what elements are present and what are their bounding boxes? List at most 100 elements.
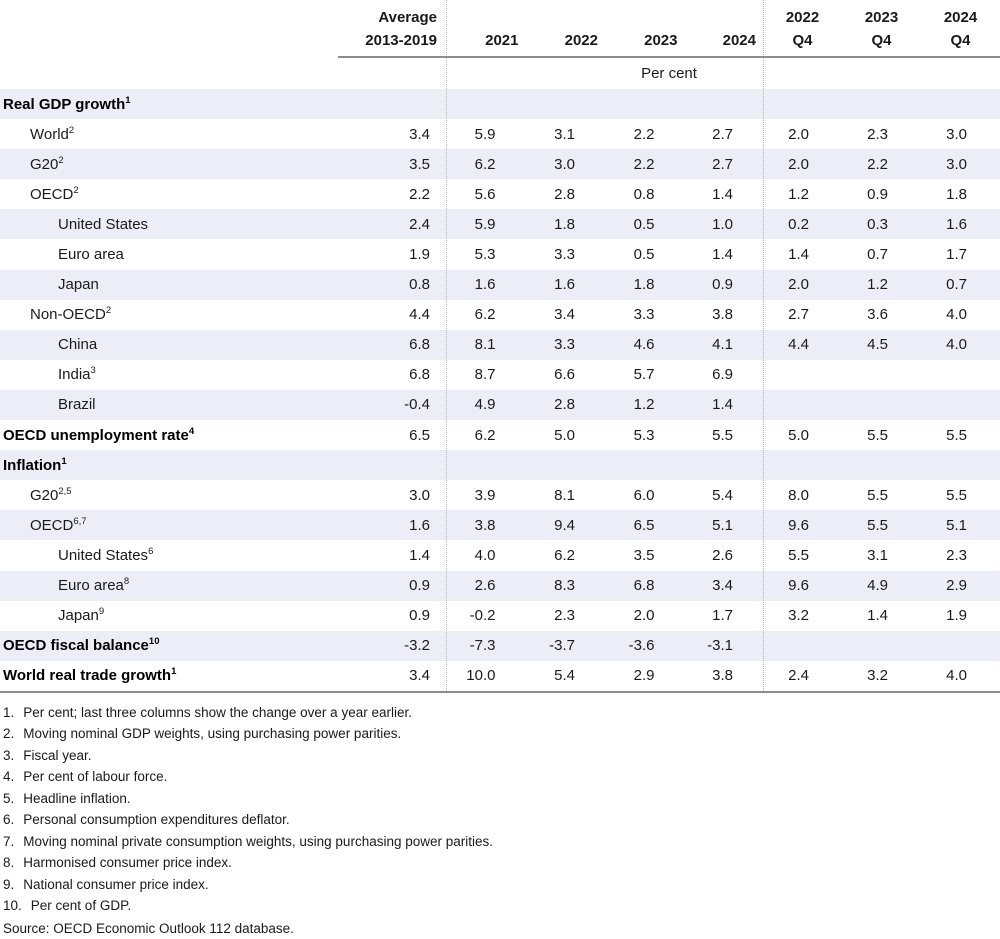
value-cell-2023: 3.5: [633, 546, 655, 564]
footnote-text: Personal consumption expenditures deflat…: [23, 812, 290, 828]
footnote-number: 10.: [3, 898, 22, 914]
value-cell-2023: 5.7: [633, 366, 655, 384]
value-cell-2022-q4: 0.2: [788, 215, 809, 233]
table-row: World real trade growth1 3.4 10.0 5.4 2.…: [0, 661, 1000, 691]
value-cell-2022: 3.3: [554, 336, 575, 354]
value-cell-2022: 1.6: [554, 276, 575, 294]
value-cell-2022-q4: 5.5: [788, 546, 809, 564]
value-cell-2024-q4: 1.9: [946, 607, 967, 625]
footnote-number: 1.: [3, 704, 15, 720]
table-row: G202 3.5 6.2 3.0 2.2 2.7 2.0 2.2 3.0: [0, 149, 1000, 180]
value-cell-2024: 0.9: [712, 276, 733, 294]
footnote-number: 4.: [3, 769, 15, 785]
col-header-2024-q4: 2024 Q4: [943, 9, 978, 49]
value-cell-2023-q4: 3.6: [867, 306, 888, 324]
column-divider-left: [446, 0, 447, 691]
footnote-text: Headline inflation.: [23, 790, 131, 806]
value-cell-2021: 1.6: [474, 276, 496, 294]
value-cell-average: 0.9: [409, 577, 430, 595]
value-cell-2024: 1.7: [712, 607, 733, 625]
footnote-line: 4. Per cent of labour force.: [3, 766, 1000, 788]
value-cell-2023: 0.5: [633, 246, 655, 264]
value-cell-2022: 8.3: [554, 577, 575, 595]
row-label: India3: [58, 366, 96, 384]
col-header-2022: 2022: [564, 32, 598, 49]
row-label: United States: [58, 215, 149, 233]
header-underline: [338, 56, 1000, 58]
value-cell-2022-q4: 9.6: [788, 516, 809, 534]
row-label: Euro area: [58, 246, 124, 264]
table-row: Euro area8 0.9 2.6 8.3 6.8 3.4 9.6 4.9 2…: [0, 570, 1000, 601]
value-cell-2023: 1.8: [633, 276, 655, 294]
value-cell-2023-q4: 0.9: [867, 185, 888, 203]
row-label: OECD fiscal balance10: [3, 637, 160, 655]
value-cell-2022: 6.6: [554, 366, 575, 384]
footnote-line: 5. Headline inflation.: [3, 788, 1000, 810]
value-cell-2022: 1.8: [554, 215, 575, 233]
footnote-marker: 2: [68, 125, 75, 136]
table-row: OECD fiscal balance10 -3.2 -7.3 -3.7 -3.…: [0, 630, 1000, 661]
value-cell-2021: 5.3: [474, 246, 496, 264]
row-label: OECD unemployment rate4: [3, 426, 195, 444]
col-header-2024: 2024: [722, 32, 756, 49]
value-cell-2024: 3.8: [712, 306, 733, 324]
row-label: G202,5: [30, 486, 72, 504]
row-label: Japan9: [58, 607, 105, 625]
footnote-text: Fiscal year.: [23, 747, 92, 763]
table-row: Japan9 0.9 -0.2 2.3 2.0 1.7 3.2 1.4 1.9: [0, 601, 1000, 631]
footnote-text: Per cent of labour force.: [23, 769, 168, 785]
footnote-marker: 2: [58, 155, 64, 166]
footnote-marker: 2: [105, 306, 112, 317]
row-label: Japan: [58, 276, 99, 294]
row-label: Euro area8: [58, 577, 130, 595]
value-cell-2022-q4: 2.7: [788, 306, 809, 324]
footnote-number: 5.: [3, 790, 15, 806]
value-cell-2022-q4: 1.4: [788, 246, 809, 264]
value-cell-2022: 3.4: [554, 306, 575, 324]
row-label: G202: [30, 155, 64, 173]
col-header-2022-q4: 2022 Q4: [785, 9, 820, 49]
value-cell-2021: 4.9: [474, 396, 496, 414]
footnote-marker: 4: [188, 426, 195, 437]
column-divider-right: [763, 0, 764, 691]
value-cell-average: 3.5: [409, 155, 430, 173]
col-header-average-line1: Average: [378, 9, 437, 26]
footnote-line: 7. Moving nominal private consumption we…: [3, 831, 1000, 853]
footnote-marker: 6: [148, 546, 154, 557]
value-cell-average: 2.4: [409, 215, 430, 233]
table-row: United States6 1.4 4.0 6.2 3.5 2.6 5.5 3…: [0, 540, 1000, 570]
value-cell-2024: 1.4: [712, 396, 733, 414]
row-label: China: [58, 336, 98, 354]
value-cell-2022: 2.8: [554, 396, 575, 414]
table-row: China 6.8 8.1 3.3 4.6 4.1 4.4 4.5 4.0: [0, 329, 1000, 360]
value-cell-average: -3.2: [404, 637, 430, 655]
value-cell-2024: 6.9: [712, 366, 733, 384]
value-cell-2022-q4: 3.2: [788, 607, 809, 625]
value-cell-2023: 6.5: [633, 516, 655, 534]
col-header-2023: 2023: [644, 32, 678, 49]
footnote-marker: 1: [171, 667, 177, 678]
value-cell-2022: 3.1: [554, 125, 575, 143]
value-cell-2022-q4: 5.0: [788, 426, 809, 444]
footnote-line: 2. Moving nominal GDP weights, using pur…: [3, 723, 1000, 745]
value-cell-2022: 3.0: [554, 155, 575, 173]
value-cell-2023: 1.2: [633, 396, 655, 414]
footnote-text: Moving nominal GDP weights, using purcha…: [23, 726, 402, 742]
value-cell-average: 3.4: [409, 125, 430, 143]
value-cell-2024: 3.4: [712, 577, 733, 595]
footnote-line: 10. Per cent of GDP.: [3, 895, 1000, 917]
value-cell-2021: 6.2: [474, 426, 496, 444]
col-header-2021: 2021: [485, 32, 519, 49]
value-cell-2024: 1.0: [712, 215, 733, 233]
table-row: Real GDP growth1: [0, 89, 1000, 120]
value-cell-2023-q4: 1.2: [867, 276, 888, 294]
value-cell-2022: 9.4: [554, 516, 575, 534]
footnote-marker: 9: [98, 607, 105, 618]
footnote-line: 6. Personal consumption expenditures def…: [3, 809, 1000, 831]
row-label: OECD6,7: [30, 516, 87, 534]
value-cell-average: -0.4: [404, 396, 430, 414]
value-cell-2024-q4: 1.6: [946, 215, 967, 233]
value-cell-2023-q4: 5.5: [867, 516, 888, 534]
footnote-line: 1. Per cent; last three columns show the…: [3, 702, 1000, 724]
